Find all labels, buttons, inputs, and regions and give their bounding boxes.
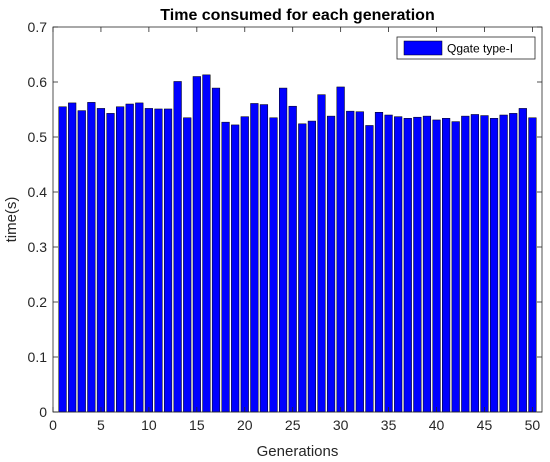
axes-group: 0 5 10 15 20 25 30 35 40 45 50 0 0.1 0.2 0.3 0.4 0.5 0.6 0… [28,19,543,433]
bar-generation-50 [528,117,537,413]
bar-generation-1 [58,106,67,413]
legend: Qgate type-I [396,36,536,60]
bar-generation-35 [384,114,393,413]
bar-generation-41 [442,118,451,413]
bar-generation-32 [355,111,364,413]
y-tick-label: 0.2 [28,294,48,310]
bar-generation-36 [394,116,403,413]
bar-generation-33 [365,125,374,413]
bar-generation-25 [288,105,297,413]
y-tick-label: 0.7 [28,19,48,35]
bar-generation-4 [87,102,96,413]
legend-label: Qgate type-I [447,42,513,56]
bar-generation-10 [144,108,153,413]
bar-generation-15 [192,76,201,413]
bar-generation-46 [489,118,499,413]
chart-title: Time consumed for each generation [160,7,434,24]
x-tick-label: 50 [525,417,541,433]
bar-generation-43 [461,115,470,413]
bar-generation-39 [422,115,432,413]
x-tick-label: 35 [381,417,397,433]
bar-generation-16 [202,74,211,413]
bar-generation-28 [317,94,326,413]
bar-generation-27 [307,120,316,413]
bar-generation-45 [480,115,489,413]
x-tick-label: 40 [429,417,445,433]
bar-generation-20 [240,116,249,413]
bar-generation-37 [403,118,412,413]
y-tick-label: 0.4 [28,184,48,200]
bar-generation-49 [518,108,527,413]
x-tick-label: 15 [189,417,205,433]
bar-generation-18 [221,121,230,413]
plot-area [53,27,542,412]
bar-generation-29 [326,115,336,413]
bar-generation-24 [279,87,288,413]
bar-generation-9 [135,102,144,413]
x-tick-label: 45 [477,417,493,433]
y-tick-label: 0.5 [28,129,48,145]
bar-generation-13 [173,81,182,413]
bar-generation-7 [116,106,125,413]
y-tick-label: 0.6 [28,74,48,90]
axes-box [52,26,543,413]
bar-generation-38 [413,116,422,413]
bar-generation-5 [96,108,106,413]
y-tick-label: 0.1 [28,349,48,365]
bar-generation-44 [470,114,479,413]
y-tick-label: 0 [39,404,47,420]
x-axis-label: Generations [257,443,339,460]
bar-generation-22 [259,104,269,413]
bar-generation-26 [298,123,307,413]
y-tick-label: 0.3 [28,239,48,255]
bar-generation-11 [154,108,163,413]
bar-generation-48 [509,113,518,413]
bar-generation-31 [346,110,355,413]
bar-generation-3 [77,110,86,413]
bar-generation-14 [183,117,192,413]
bar-generation-47 [499,114,508,413]
bar-generation-21 [250,103,259,413]
legend-swatch [403,40,443,56]
x-tick-label: 20 [237,417,253,433]
bar-generation-6 [106,113,115,413]
bar-generation-19 [231,124,240,413]
bar-generation-42 [451,121,460,413]
bar-generation-40 [432,119,441,413]
bar-generation-34 [374,112,384,413]
x-tick-label: 0 [49,417,57,433]
bar-generation-30 [336,86,345,413]
bar-generation-17 [211,87,221,413]
x-tick-label: 5 [97,417,105,433]
x-tick-label: 10 [141,417,157,433]
bar-generation-8 [125,103,134,413]
bar-generation-23 [269,117,278,413]
x-tick-label: 25 [285,417,301,433]
bar-generation-12 [163,108,173,413]
bar-generation-2 [68,102,77,413]
x-tick-label: 30 [333,417,349,433]
bars-group [58,74,537,413]
y-axis-label: time(s) [3,197,20,243]
